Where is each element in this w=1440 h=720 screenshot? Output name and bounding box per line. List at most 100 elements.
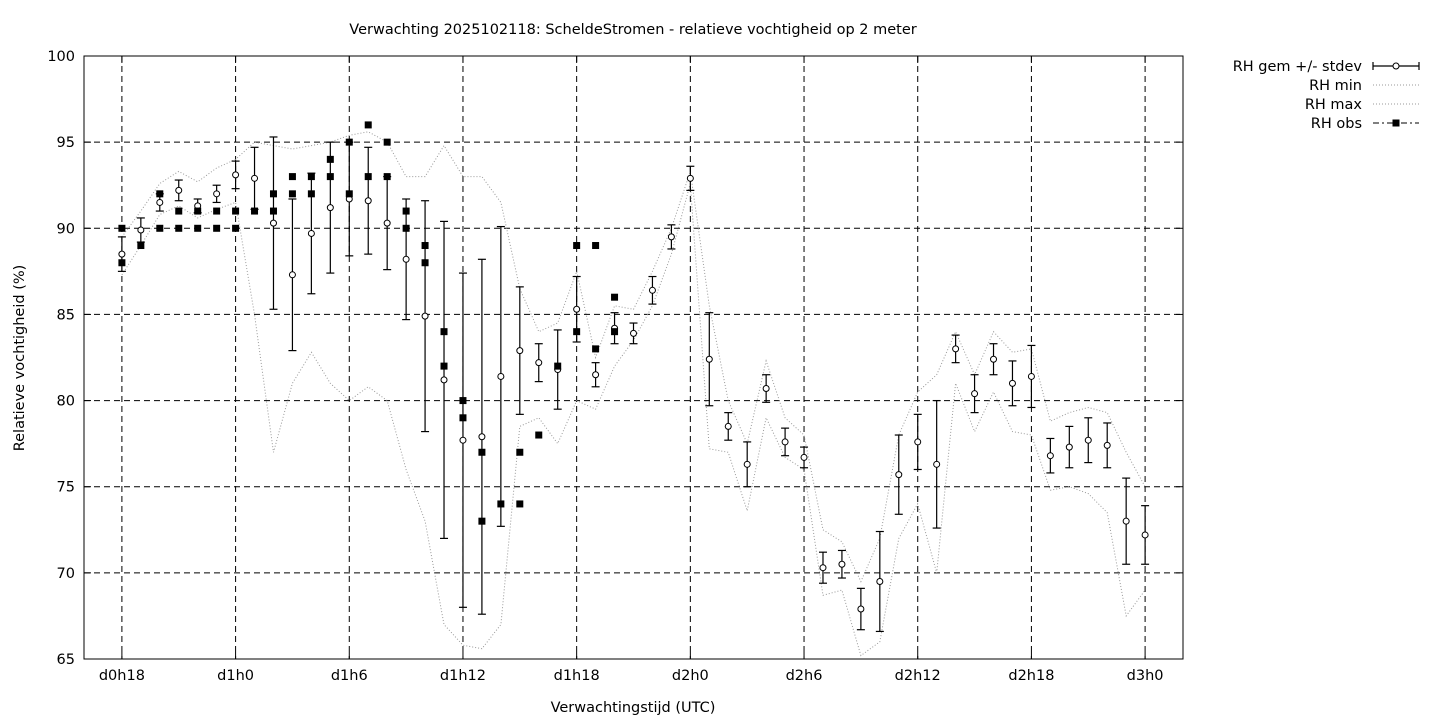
rh-max-line	[121, 131, 1146, 583]
rh-mean-point	[629, 322, 638, 345]
mean-marker	[535, 359, 543, 367]
rh-mean-point	[288, 198, 297, 352]
rh-mean-point	[231, 160, 240, 190]
mean-marker	[1084, 436, 1092, 444]
mean-marker	[137, 226, 145, 234]
rh-obs-point	[364, 173, 372, 181]
mean-marker	[1008, 379, 1016, 387]
rh-obs-point	[459, 414, 467, 422]
rh-obs-point	[326, 155, 334, 163]
rh-mean-point	[743, 441, 752, 488]
y-axis-ticks: 65 70 75 80 85 90 95 100	[47, 49, 1183, 668]
legend-label: RH min	[1309, 78, 1362, 94]
rh-obs-point	[251, 207, 259, 215]
rh-mean-point	[781, 427, 790, 457]
mean-marker	[914, 438, 922, 446]
mean-marker	[781, 438, 789, 446]
x-tick-label: d2h18	[1008, 668, 1054, 684]
rh-obs-point	[573, 242, 581, 250]
rh-mean-point	[1103, 422, 1112, 469]
rh-mean-point	[856, 587, 865, 631]
mean-marker	[1122, 517, 1130, 525]
y-tick-label: 75	[57, 480, 75, 496]
rh-obs-point	[611, 293, 619, 301]
rh-obs-point	[421, 242, 429, 250]
rh-mean-point	[174, 179, 183, 202]
series-rh-min	[121, 183, 1146, 657]
rh-mean-point	[800, 446, 809, 469]
mean-marker	[364, 197, 372, 205]
mean-marker	[895, 471, 903, 479]
rh-obs-point	[175, 207, 183, 215]
mean-marker	[819, 564, 827, 572]
mean-marker	[1065, 443, 1073, 451]
mean-marker	[630, 329, 637, 337]
mean-marker	[705, 355, 713, 363]
mean-marker	[118, 250, 126, 258]
rh-mean-point	[913, 413, 922, 471]
series-rh-obs	[118, 121, 619, 525]
rh-obs-point	[269, 190, 277, 198]
rh-mean-point	[724, 412, 733, 441]
mean-marker	[648, 286, 656, 294]
rh-obs-point	[516, 448, 524, 456]
rh-mean-point	[534, 343, 543, 383]
rh-mean-point	[364, 146, 373, 255]
mean-marker	[933, 460, 941, 468]
rh-obs-point	[232, 207, 240, 215]
legend-label: RH gem +/- stdev	[1233, 59, 1363, 75]
mean-marker	[478, 433, 486, 441]
mean-marker	[573, 305, 581, 313]
y-tick-label: 65	[57, 652, 75, 668]
rh-mean-point	[894, 434, 903, 515]
mean-marker	[971, 390, 979, 398]
rh-mean-point	[762, 374, 771, 403]
y-tick-label: 100	[47, 49, 75, 65]
rh-mean-point	[515, 286, 524, 415]
rh-obs-point	[402, 207, 410, 215]
series-rh-max	[121, 131, 1146, 583]
rh-obs-point	[118, 259, 126, 267]
rh-obs-point	[440, 362, 448, 370]
rh-mean-point	[932, 399, 941, 529]
x-tick-label: d2h6	[786, 668, 823, 684]
rh-obs-point	[345, 190, 353, 198]
rh-obs-point	[326, 173, 334, 181]
rh-obs-point	[175, 224, 183, 232]
rh-mean-point	[1065, 425, 1074, 469]
rh-obs-point	[554, 362, 562, 370]
rh-obs-point	[288, 173, 296, 181]
mean-marker	[269, 219, 277, 227]
mean-marker	[213, 190, 221, 198]
y-tick-label: 70	[57, 566, 75, 582]
x-tick-label: d1h6	[331, 668, 368, 684]
rh-obs-point	[440, 328, 448, 336]
mean-marker	[743, 460, 751, 468]
rh-obs-point	[459, 397, 467, 405]
x-tick-label: d3h0	[1127, 668, 1164, 684]
rh-obs-point	[592, 345, 600, 353]
mean-marker	[1103, 441, 1111, 449]
mean-marker	[402, 255, 410, 263]
rh-obs-point	[213, 224, 221, 232]
x-axis-ticks: d0h18 d1h0 d1h6 d1h12 d1h18 d2h0 d2h6 d2h12 d2h1…	[99, 56, 1164, 684]
rh-mean-point	[705, 312, 714, 407]
rh-mean-point	[1046, 437, 1055, 474]
mean-marker	[459, 436, 467, 444]
rh-obs-point	[194, 224, 202, 232]
rh-obs-point	[213, 207, 221, 215]
rh-obs-point	[118, 224, 126, 232]
rh-mean-point	[136, 217, 145, 243]
mean-marker	[1141, 531, 1149, 539]
legend: RH gem +/- stdev RH min RH max RH obs	[1233, 59, 1420, 132]
rh-mean-point	[648, 275, 657, 305]
rh-mean-point	[326, 141, 335, 274]
mean-marker	[251, 174, 259, 182]
rh-obs-point	[156, 190, 164, 198]
rh-obs-point	[592, 242, 600, 250]
rh-mean-point	[402, 198, 411, 321]
rh-mean-point	[1008, 360, 1017, 407]
rh-obs-point	[345, 138, 353, 146]
x-tick-label: d2h0	[672, 668, 709, 684]
rh-mean-point	[269, 136, 278, 310]
